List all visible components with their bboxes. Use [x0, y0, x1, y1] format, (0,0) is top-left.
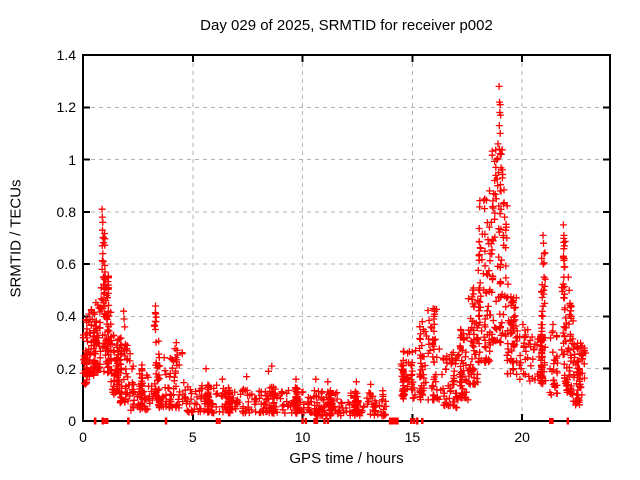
y-axis-title: SRMTID / TECUs [7, 178, 25, 298]
baseline-mark [412, 418, 416, 424]
baseline-mark [410, 418, 413, 424]
baseline-mark [388, 417, 399, 425]
y-tick-label: 0.2 [56, 360, 76, 377]
baseline-mark [215, 418, 219, 424]
baseline-mark [105, 418, 109, 424]
baseline-mark [323, 418, 326, 424]
scatter-series [79, 82, 590, 420]
x-tick-label: 20 [514, 429, 530, 445]
baseline-mark [304, 418, 308, 424]
baseline-mark [164, 417, 168, 425]
y-tick-label: 0.4 [56, 308, 76, 325]
x-tick-label: 15 [404, 429, 421, 445]
baseline-mark [326, 418, 330, 424]
y-tick-label: 1 [68, 151, 76, 168]
x-tick-label: 0 [79, 429, 87, 445]
y-tick-label: 0 [68, 413, 76, 429]
baseline-mark [315, 418, 319, 424]
baseline-mark [549, 418, 552, 424]
x-tick-label: 5 [188, 429, 197, 445]
y-tick-label: 0.6 [56, 256, 76, 273]
baseline-mark [101, 417, 104, 425]
baseline-mark [313, 418, 316, 424]
baseline-mark [551, 418, 554, 424]
baseline-mark [93, 417, 97, 425]
baseline-mark [421, 418, 424, 424]
chart-title: Day 029 of 2025, SRMTID for receiver p00… [200, 17, 493, 34]
baseline-mark [127, 417, 130, 425]
baseline-mark [301, 418, 304, 424]
x-axis-title: GPS time / hours [289, 450, 404, 467]
baseline-mark [104, 418, 107, 424]
x-tick-label: 10 [294, 429, 311, 445]
y-tick-label: 1.2 [56, 99, 76, 116]
y-tick-label: 1.4 [56, 47, 76, 63]
baseline-mark [566, 417, 570, 425]
y-tick-label: 0.8 [56, 203, 76, 220]
baseline-mark [415, 417, 419, 425]
baseline-mark [218, 418, 221, 424]
